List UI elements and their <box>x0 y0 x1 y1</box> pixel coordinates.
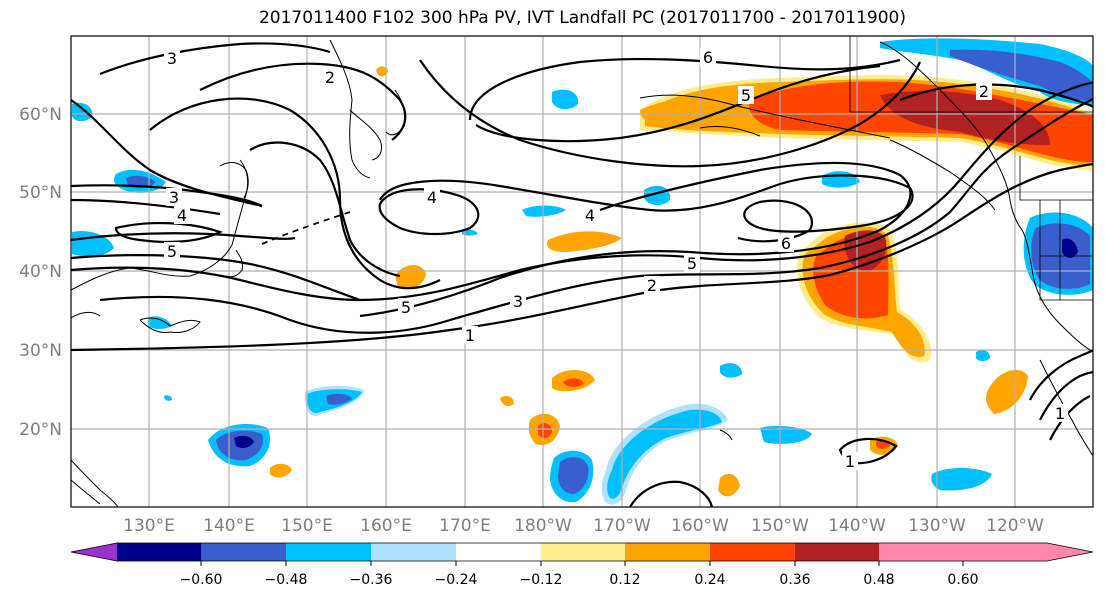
lon-label: 170°E <box>439 516 491 536</box>
lon-label: 140°E <box>203 516 255 536</box>
colorbar-tick-label: 0.48 <box>863 572 894 588</box>
lon-label: 120°W <box>986 516 1044 536</box>
pv-contour-dashed <box>261 211 351 245</box>
colorbar-segment <box>625 543 711 561</box>
colorbar-tick-label: 0.12 <box>609 572 640 588</box>
lon-label: 180°W <box>514 516 572 536</box>
contour-label: 1 <box>845 452 855 471</box>
colorbar-tick-label: −0.60 <box>180 572 223 588</box>
contour-label: 1 <box>465 326 475 345</box>
colorbar-segment <box>286 543 372 561</box>
contour-label: 2 <box>647 276 657 295</box>
contour-label: 6 <box>703 48 713 67</box>
lon-label: 150°E <box>281 516 333 536</box>
contour-label: 2 <box>979 82 989 101</box>
contour-labels: 3 2 6 5 2 3 4 5 4 4 6 5 2 5 <box>164 48 1068 471</box>
lon-label: 130°E <box>123 516 175 536</box>
colorbar-extend-low <box>71 543 117 561</box>
lat-label-20n: 20°N <box>19 420 62 440</box>
contour-label: 6 <box>781 234 791 253</box>
lon-label: 160°E <box>360 516 412 536</box>
contour-label: 5 <box>741 86 751 105</box>
contour-label: 4 <box>585 206 595 225</box>
lon-label: 140°W <box>828 516 886 536</box>
colorbar-segment <box>710 543 796 561</box>
lon-label: 170°W <box>593 516 651 536</box>
colorbar-segment <box>795 543 880 561</box>
colorbar-segment <box>371 543 457 561</box>
contour-label: 5 <box>687 254 697 273</box>
colorbar-tick-label: 0.24 <box>694 572 725 588</box>
contour-label: 4 <box>427 188 437 207</box>
political-borders <box>849 36 1093 301</box>
lat-label-40n: 40°N <box>19 262 62 282</box>
lat-label-50n: 50°N <box>19 183 62 203</box>
colorbar-tick-label: −0.12 <box>520 572 563 588</box>
colorbar-tick-label: −0.48 <box>265 572 308 588</box>
map-frame <box>70 35 1094 508</box>
colorbar-tick-label: −0.24 <box>435 572 478 588</box>
lat-label-60n: 60°N <box>19 105 62 125</box>
contour-label: 5 <box>401 298 411 317</box>
colorbar-segment <box>879 543 964 561</box>
lon-label: 130°W <box>908 516 966 536</box>
lon-label: 160°W <box>671 516 729 536</box>
latitude-labels: 60°N 50°N 40°N 30°N 20°N <box>19 105 62 440</box>
contour-label: 3 <box>167 49 177 68</box>
lat-label-30n: 30°N <box>19 341 62 361</box>
contour-label: 2 <box>325 68 335 87</box>
colorbar-segment <box>201 543 287 561</box>
colorbar-outline <box>70 542 1094 562</box>
colorbar-tick-label: −0.36 <box>350 572 393 588</box>
positive-anomaly-small <box>270 66 1028 497</box>
pv-contours <box>71 42 1093 507</box>
contour-label: 1 <box>1055 404 1065 423</box>
map-title: 2017011400 F102 300 hPa PV, IVT Landfall… <box>258 8 906 28</box>
colorbar-segment <box>456 543 542 561</box>
colorbar-segment <box>541 543 626 561</box>
colorbar-segment <box>117 543 202 561</box>
contour-label: 5 <box>167 242 177 261</box>
colorbar-tick-label: 0.36 <box>779 572 810 588</box>
contour-label: 3 <box>513 292 523 311</box>
colorbar-tick-label: 0.60 <box>947 572 978 588</box>
colorbar-extend-high <box>963 543 1093 561</box>
lon-label: 150°W <box>751 516 809 536</box>
longitude-labels: 130°E 140°E 150°E 160°E 170°E 180°W 170°… <box>123 516 1044 536</box>
colorbar: −0.60 −0.48 −0.36 −0.24 −0.12 0.12 0.24 … <box>70 542 1094 588</box>
contour-label: 4 <box>177 206 187 225</box>
contour-label: 3 <box>169 188 179 207</box>
